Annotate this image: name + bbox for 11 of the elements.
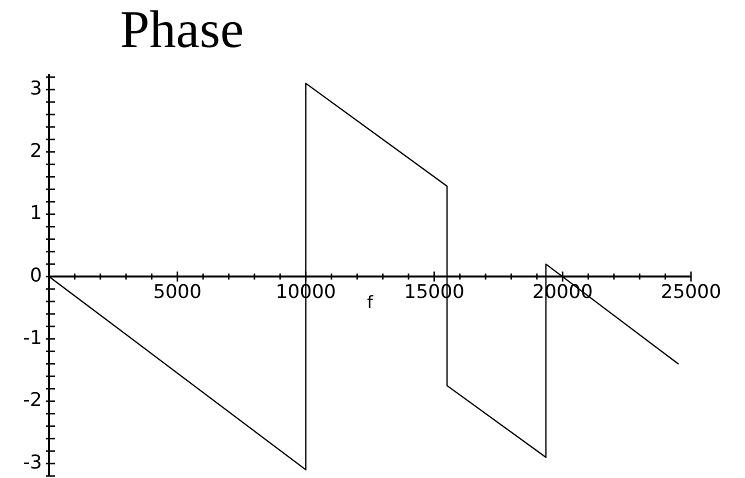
chart-title: Phase [120, 1, 244, 59]
y-tick-label: 1 [30, 202, 42, 224]
y-tick-label: 3 [30, 78, 42, 100]
x-tick-label: 25000 [660, 280, 722, 303]
x-axis-title: f [367, 292, 374, 313]
y-tick-label: 2 [30, 140, 42, 162]
x-tick-label: 5000 [153, 280, 202, 303]
y-tick-label: -2 [23, 389, 42, 412]
y-tick-label: -1 [23, 326, 42, 349]
y-tick-label: -3 [23, 451, 42, 474]
y-tick-label: 0 [30, 264, 42, 286]
